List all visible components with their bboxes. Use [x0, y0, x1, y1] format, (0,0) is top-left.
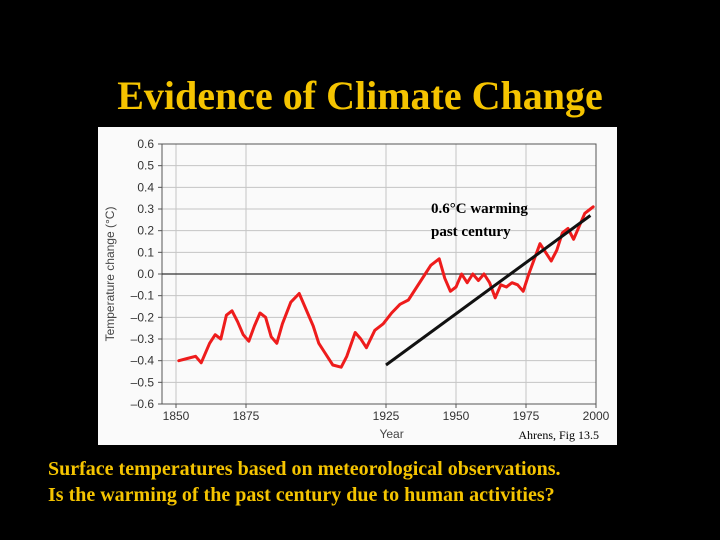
y-tick-label: 0.4: [137, 180, 154, 194]
caption-line-2: Is the warming of the past century due t…: [48, 484, 555, 506]
x-tick-label: 1875: [233, 409, 260, 423]
x-tick-label: 2000: [583, 409, 610, 423]
x-axis-ticks: 1850 1875 1925 1950 1975 2000: [163, 404, 610, 423]
temperature-series-line: [177, 205, 595, 369]
caption-line-1: Surface temperatures based on meteorolog…: [48, 458, 561, 480]
y-tick-label: 0.1: [137, 245, 154, 259]
y-axis-ticks: 0.6 0.5 0.4 0.3 0.2 0.1 0.0 –0.1 –0.2 –0.3 –0.4 –0.…: [131, 137, 162, 411]
x-tick-label: 1950: [443, 409, 470, 423]
y-tick-label: 0.2: [137, 224, 154, 238]
y-tick-label: –0.5: [131, 375, 155, 389]
y-tick-label: 0.6: [137, 137, 154, 151]
x-axis-label: Year: [379, 427, 403, 441]
y-tick-label: 0.0: [137, 267, 154, 281]
y-tick-label: –0.3: [131, 332, 155, 346]
slide-caption: Surface temperatures based on meteorolog…: [48, 456, 708, 508]
y-axis-label: Temperature change (°C): [103, 207, 117, 342]
y-tick-label: 0.3: [137, 202, 154, 216]
y-tick-label: –0.2: [131, 310, 155, 324]
y-tick-label: 0.5: [137, 159, 154, 173]
x-tick-label: 1925: [373, 409, 400, 423]
x-tick-label: 1850: [163, 409, 190, 423]
temperature-chart: 0.6 0.5 0.4 0.3 0.2 0.1 0.0 –0.1 –0.2 –0.3 –0.4 –0.…: [103, 137, 610, 442]
warming-annotation-line-1: 0.6°C warming: [431, 201, 528, 217]
y-tick-label: –0.1: [131, 289, 155, 303]
warming-annotation-line-2: past century: [431, 224, 511, 240]
slide-title: Evidence of Climate Change: [117, 73, 603, 118]
source-citation: Ahrens, Fig 13.5: [518, 428, 599, 442]
y-tick-label: –0.4: [131, 354, 155, 368]
y-tick-label: –0.6: [131, 397, 155, 411]
x-tick-label: 1975: [513, 409, 540, 423]
temperature-chart-figure: 0.6 0.5 0.4 0.3 0.2 0.1 0.0 –0.1 –0.2 –0.3 –0.4 –0.…: [98, 127, 617, 445]
warming-trend-line: [385, 214, 592, 367]
